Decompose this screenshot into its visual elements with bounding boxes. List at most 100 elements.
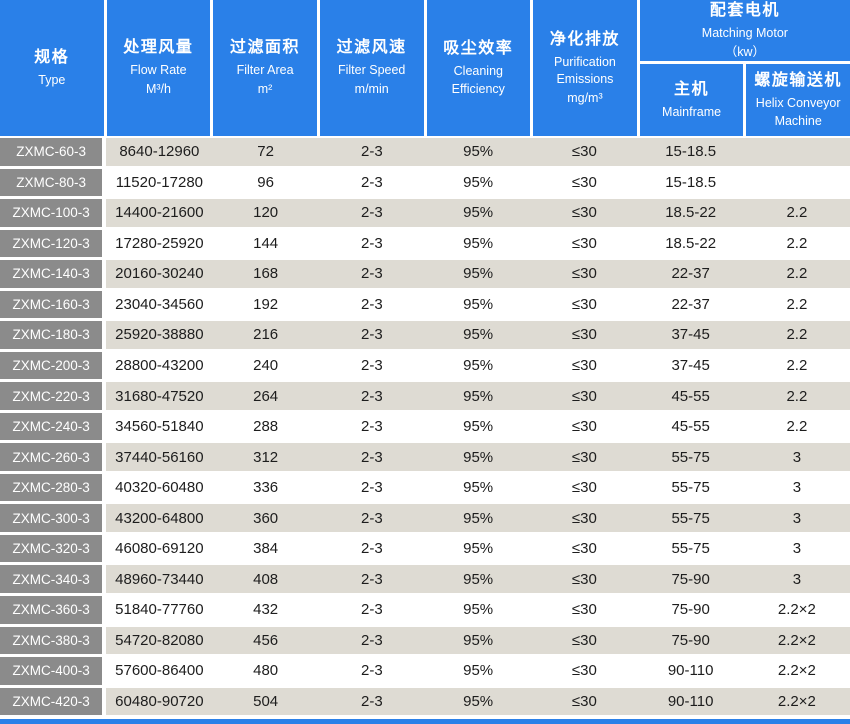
cell-value: 3 <box>743 443 850 471</box>
header-eff-en: Cleaning <box>453 63 503 78</box>
cell-value <box>743 138 850 166</box>
header-subcol-helix-conveyor: 螺旋输送机 Helix Conveyor Machine <box>746 64 850 136</box>
cell-value: ≤30 <box>531 412 638 441</box>
cell-value: 55-75 <box>637 504 744 532</box>
cell-value: 216 <box>212 321 319 349</box>
cell-value: 57600-86400 <box>106 657 213 685</box>
header-helix-en: Helix Conveyor <box>755 95 841 110</box>
cell-value: 31680-47520 <box>106 382 213 410</box>
cell-value: 95% <box>425 382 532 410</box>
header-emis-en2: Emissions <box>556 72 614 87</box>
table-row: ZXMC-300-3 43200-64800 360 2-3 95% ≤30 55-75 3 <box>0 504 850 535</box>
cell-type: ZXMC-220-3 <box>0 382 107 410</box>
cell-value: 22-37 <box>637 290 744 319</box>
cell-type: ZXMC-260-3 <box>0 443 107 471</box>
table-row: ZXMC-60-3 8640-12960 72 2-3 95% ≤30 15-18.5 <box>0 138 850 169</box>
cell-value: 408 <box>212 565 319 593</box>
table-row: ZXMC-400-3 57600-86400 480 2-3 95% ≤30 90-110 2… <box>0 657 850 688</box>
cell-value: 45-55 <box>637 412 744 441</box>
cell-value: 95% <box>425 534 532 563</box>
cell-value: 432 <box>212 595 319 624</box>
cell-value: 480 <box>212 657 319 685</box>
table-row: ZXMC-100-3 14400-21600 120 2-3 95% ≤30 18.5-22… <box>0 199 850 230</box>
table-row: ZXMC-80-3 11520-17280 96 2-3 95% ≤30 15-18.5 <box>0 168 850 200</box>
cell-value: 23040-34560 <box>106 290 213 319</box>
cell-value: 2.2 <box>743 290 850 319</box>
cell-value: 504 <box>212 687 319 716</box>
header-flow-unit: M³/h <box>145 82 171 96</box>
cell-value: ≤30 <box>531 626 638 655</box>
cell-value: 17280-25920 <box>106 229 213 258</box>
cell-value: 8640-12960 <box>106 138 213 166</box>
cell-value: 55-75 <box>637 534 744 563</box>
cell-value <box>743 168 850 197</box>
cell-value: 2-3 <box>318 260 425 288</box>
cell-value: 15-18.5 <box>637 168 744 197</box>
cell-value: 95% <box>425 565 532 593</box>
cell-value: 2-3 <box>318 534 425 563</box>
table-row: ZXMC-220-3 31680-47520 264 2-3 95% ≤30 45-55 2.… <box>0 382 850 413</box>
cell-value: ≤30 <box>531 565 638 593</box>
cell-value: 40320-60480 <box>106 473 213 502</box>
header-helix-zh: 螺旋输送机 <box>754 71 842 89</box>
cell-value: ≤30 <box>531 382 638 410</box>
cell-value: 95% <box>425 687 532 716</box>
table-row: ZXMC-260-3 37440-56160 312 2-3 95% ≤30 55-75 3 <box>0 443 850 474</box>
cell-value: 72 <box>212 138 319 166</box>
cell-value: 90-110 <box>637 687 744 716</box>
cell-value: ≤30 <box>531 351 638 380</box>
cell-value: 18.5-22 <box>637 199 744 227</box>
cell-value: 37-45 <box>637 351 744 380</box>
cell-value: 45-55 <box>637 382 744 410</box>
cell-value: 55-75 <box>637 473 744 502</box>
cell-value: ≤30 <box>531 657 638 685</box>
header-emis-en: Purification <box>554 54 616 69</box>
cell-value: 48960-73440 <box>106 565 213 593</box>
cell-type: ZXMC-380-3 <box>0 626 107 655</box>
cell-value: ≤30 <box>531 473 638 502</box>
header-col-type: 规格 Type <box>0 0 104 136</box>
header-col-flow-rate: 处理风量 Flow Rate M³/h <box>106 0 211 136</box>
header-col-filter-area: 过滤面积 Filter Area m² <box>213 0 317 136</box>
header-emis-zh: 净化排放 <box>549 30 620 48</box>
cell-value: 55-75 <box>637 443 744 471</box>
cell-value: 11520-17280 <box>106 168 213 197</box>
cell-value: 20160-30240 <box>106 260 213 288</box>
table-row: ZXMC-280-3 40320-60480 336 2-3 95% ≤30 55-75 3 <box>0 473 850 505</box>
cell-value: 15-18.5 <box>637 138 744 166</box>
cell-value: ≤30 <box>531 199 638 227</box>
cell-type: ZXMC-140-3 <box>0 260 107 288</box>
cell-value: ≤30 <box>531 260 638 288</box>
cell-value: 3 <box>743 534 850 563</box>
cell-value: 192 <box>212 290 319 319</box>
cell-value: 95% <box>425 321 532 349</box>
header-speed-en: Filter Speed <box>337 63 406 78</box>
cell-value: 46080-69120 <box>106 534 213 563</box>
cell-value: 2.2×2 <box>743 595 850 624</box>
cell-value: 2-3 <box>318 626 425 655</box>
table-row: ZXMC-420-3 60480-90720 504 2-3 95% ≤30 90-110 2… <box>0 687 850 719</box>
cell-value: 25920-38880 <box>106 321 213 349</box>
header-col-purification-emissions: 净化排放 Purification Emissions mg/m³ <box>533 0 637 136</box>
table-row: ZXMC-340-3 48960-73440 408 2-3 95% ≤30 75-90 3 <box>0 565 850 596</box>
table-row: ZXMC-180-3 25920-38880 216 2-3 95% ≤30 37-45 2.… <box>0 321 850 352</box>
cell-value: 96 <box>212 168 319 197</box>
cell-type: ZXMC-100-3 <box>0 199 107 227</box>
cell-value: 95% <box>425 168 532 197</box>
header-area-zh: 过滤面积 <box>230 39 301 57</box>
cell-value: 3 <box>743 473 850 502</box>
cell-value: 95% <box>425 290 532 319</box>
cell-value: 2.2 <box>743 412 850 441</box>
header-group-matching-motor: 配套电机 Matching Motor （kw） <box>639 0 850 61</box>
cell-value: 2.2 <box>743 229 850 258</box>
cell-value: 2.2 <box>743 351 850 380</box>
cell-value: 2-3 <box>318 382 425 410</box>
cell-value: 95% <box>425 443 532 471</box>
cell-value: 2-3 <box>318 412 425 441</box>
cell-value: ≤30 <box>531 443 638 471</box>
table-row: ZXMC-360-3 51840-77760 432 2-3 95% ≤30 75-90 2.… <box>0 595 850 627</box>
cell-type: ZXMC-200-3 <box>0 351 107 380</box>
header-eff-zh: 吸尘效率 <box>443 39 514 57</box>
cell-value: ≤30 <box>531 321 638 349</box>
cell-value: 3 <box>743 504 850 532</box>
